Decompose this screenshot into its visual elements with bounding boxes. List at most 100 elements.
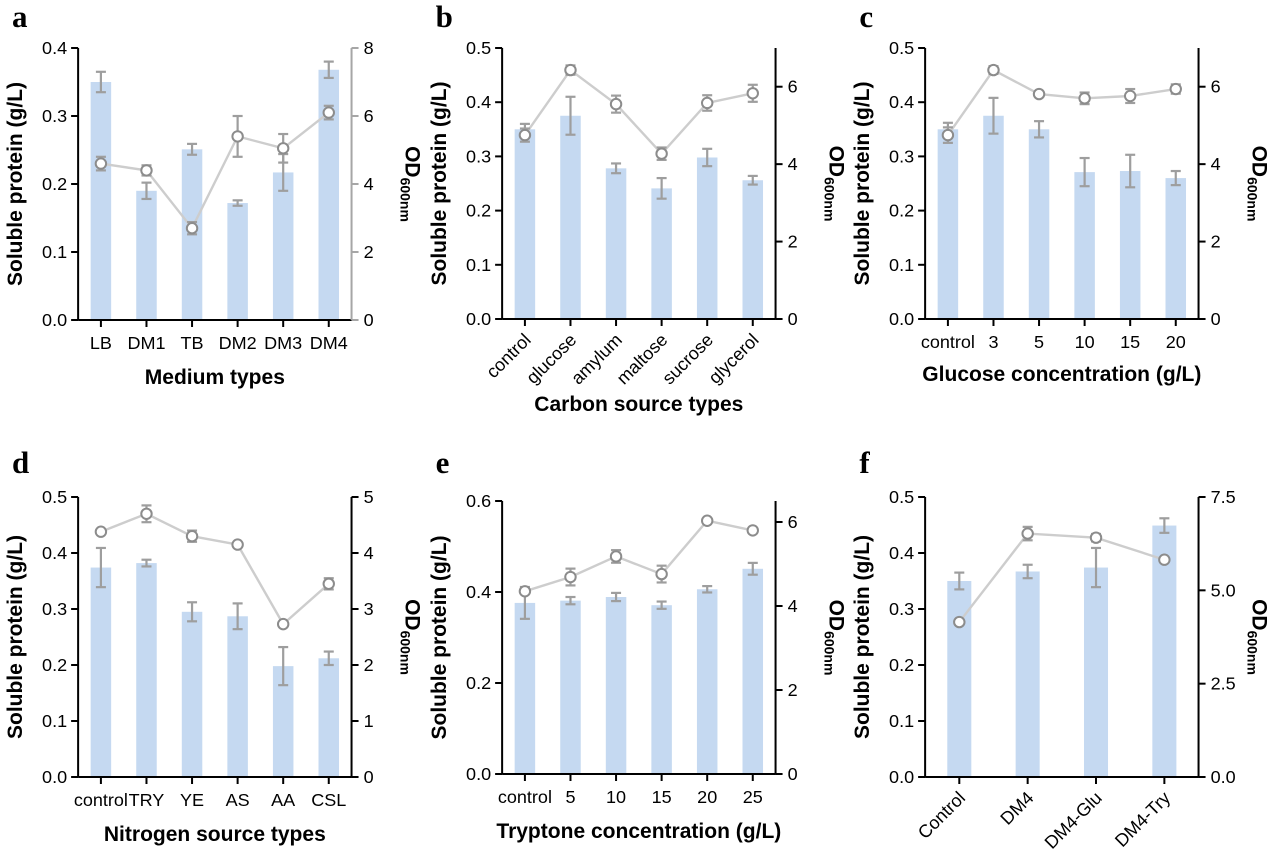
right-tick-label: 5: [364, 487, 374, 507]
left-tick-label: 0.3: [466, 146, 491, 166]
left-tick-label: 0.1: [466, 255, 491, 275]
category-label: glycerol: [704, 330, 762, 388]
od-line: [524, 519, 753, 593]
category-label: 10: [606, 787, 626, 807]
panel-letter-b: b: [435, 0, 453, 34]
left-tick-label: 0.1: [42, 711, 67, 731]
protein-bar: [742, 568, 763, 774]
category-label: 20: [1166, 332, 1186, 352]
panel-c: c 0.0 0.1 0.2 0.3 0.4 0.5 0 2 4 6 control 3 5 10 15 20 G…: [847, 0, 1271, 432]
od-title-main: OD: [824, 146, 847, 177]
left-tick-label: 0.0: [42, 767, 67, 787]
od-title-main: OD: [401, 146, 424, 177]
protein-bar: [318, 69, 340, 320]
od-marker: [276, 617, 290, 631]
od-marker: [700, 96, 714, 110]
x-axis-title: Carbon source types: [534, 393, 743, 416]
protein-bar: [227, 203, 248, 320]
category-label: control: [498, 787, 552, 807]
protein-bar: [651, 605, 672, 774]
left-tick-label: 0.2: [466, 201, 491, 221]
od-marker: [563, 63, 577, 77]
left-tick-label: 0.3: [889, 146, 914, 166]
x-axis-title: Tryptone concentration (g/L): [496, 820, 781, 843]
category-label: DM4: [310, 333, 348, 353]
chart-panel-d: 0.0 0.1 0.2 0.3 0.4 0.5 0 1 2 3 4 5 control TRY YE AS AA…: [4, 487, 424, 846]
x-axis-title: Medium types: [145, 366, 285, 389]
left-tick-label: 0.1: [889, 255, 914, 275]
od-axis-title: OD600nm: [1245, 599, 1271, 675]
category-label: DM2: [219, 333, 257, 353]
od-title-main: OD: [1248, 146, 1271, 177]
protein-bar: [136, 563, 157, 777]
od-title-main: OD: [824, 600, 847, 631]
right-tick-label: 0.0: [1211, 767, 1236, 787]
left-tick-label: 0.5: [889, 487, 914, 507]
category-label: control: [74, 790, 128, 810]
right-tick-label: 8: [364, 38, 374, 58]
panel-letter-a: a: [12, 0, 28, 34]
od-marker: [655, 147, 668, 160]
category-label: sucrose: [658, 330, 717, 389]
right-tick-label: 2: [787, 232, 797, 252]
y-axis-title-left: Soluble protein (g/L): [4, 535, 27, 739]
od-marker: [231, 538, 244, 551]
category-label: control: [921, 332, 975, 352]
protein-bar: [983, 115, 1005, 319]
category-label: DM4-Try: [1111, 788, 1174, 851]
od-marker: [1169, 82, 1183, 96]
od-marker: [746, 524, 759, 537]
od-marker: [518, 585, 531, 598]
protein-bar: [1165, 178, 1187, 319]
category-label: CSL: [311, 790, 346, 810]
category-label: 20: [697, 787, 717, 807]
category-label: Control: [914, 788, 969, 843]
od-axis-title: OD600nm: [1245, 146, 1271, 222]
panel-letter-c: c: [859, 0, 874, 34]
od-marker: [94, 157, 108, 170]
od-line: [958, 532, 1166, 623]
category-label: 15: [651, 787, 671, 807]
od-marker: [518, 128, 531, 142]
left-tick-label: 0.5: [466, 38, 491, 58]
left-tick-label: 0.3: [889, 599, 914, 619]
right-tick-label: 0: [787, 309, 797, 329]
od-line: [100, 111, 330, 231]
category-label: TB: [181, 333, 204, 353]
category-label: DM1: [127, 333, 165, 353]
y-axis-title-left: Soluble protein (g/L): [428, 82, 451, 286]
left-tick-label: 0.0: [466, 764, 491, 784]
od-marker: [609, 97, 622, 111]
left-tick-label: 0.4: [42, 543, 67, 563]
right-tick-label: 4: [364, 543, 374, 563]
protein-bar: [1015, 571, 1041, 777]
protein-bar: [272, 172, 294, 320]
category-label: TRY: [129, 790, 165, 810]
protein-bar: [651, 188, 672, 319]
od-title-sub: 600nm: [398, 631, 414, 675]
panel-letter-e: e: [435, 445, 450, 480]
protein-bar: [559, 115, 581, 319]
right-tick-label: 2.5: [1211, 674, 1236, 694]
protein-bar: [559, 600, 581, 774]
protein-bar: [227, 616, 248, 777]
od-axis-title: OD600nm: [821, 600, 847, 676]
category-label: 15: [1120, 332, 1140, 352]
category-label: DM3: [264, 333, 302, 353]
right-tick-label: 2: [364, 242, 374, 262]
left-tick-label: 0.2: [466, 673, 491, 693]
x-axis-title: Nitrogen source types: [104, 823, 326, 846]
right-tick-label: 4: [364, 174, 374, 194]
y-axis-title-left: Soluble protein (g/L): [851, 535, 874, 739]
od-marker: [185, 530, 199, 543]
category-label: 10: [1075, 332, 1095, 352]
od-marker: [1090, 531, 1103, 544]
right-tick-label: 3: [364, 599, 374, 619]
od-marker: [140, 507, 153, 521]
right-tick-label: 4: [1211, 154, 1221, 174]
od-marker: [140, 164, 153, 177]
od-marker: [655, 567, 668, 581]
protein-bar: [514, 602, 535, 774]
protein-bar: [605, 168, 626, 319]
